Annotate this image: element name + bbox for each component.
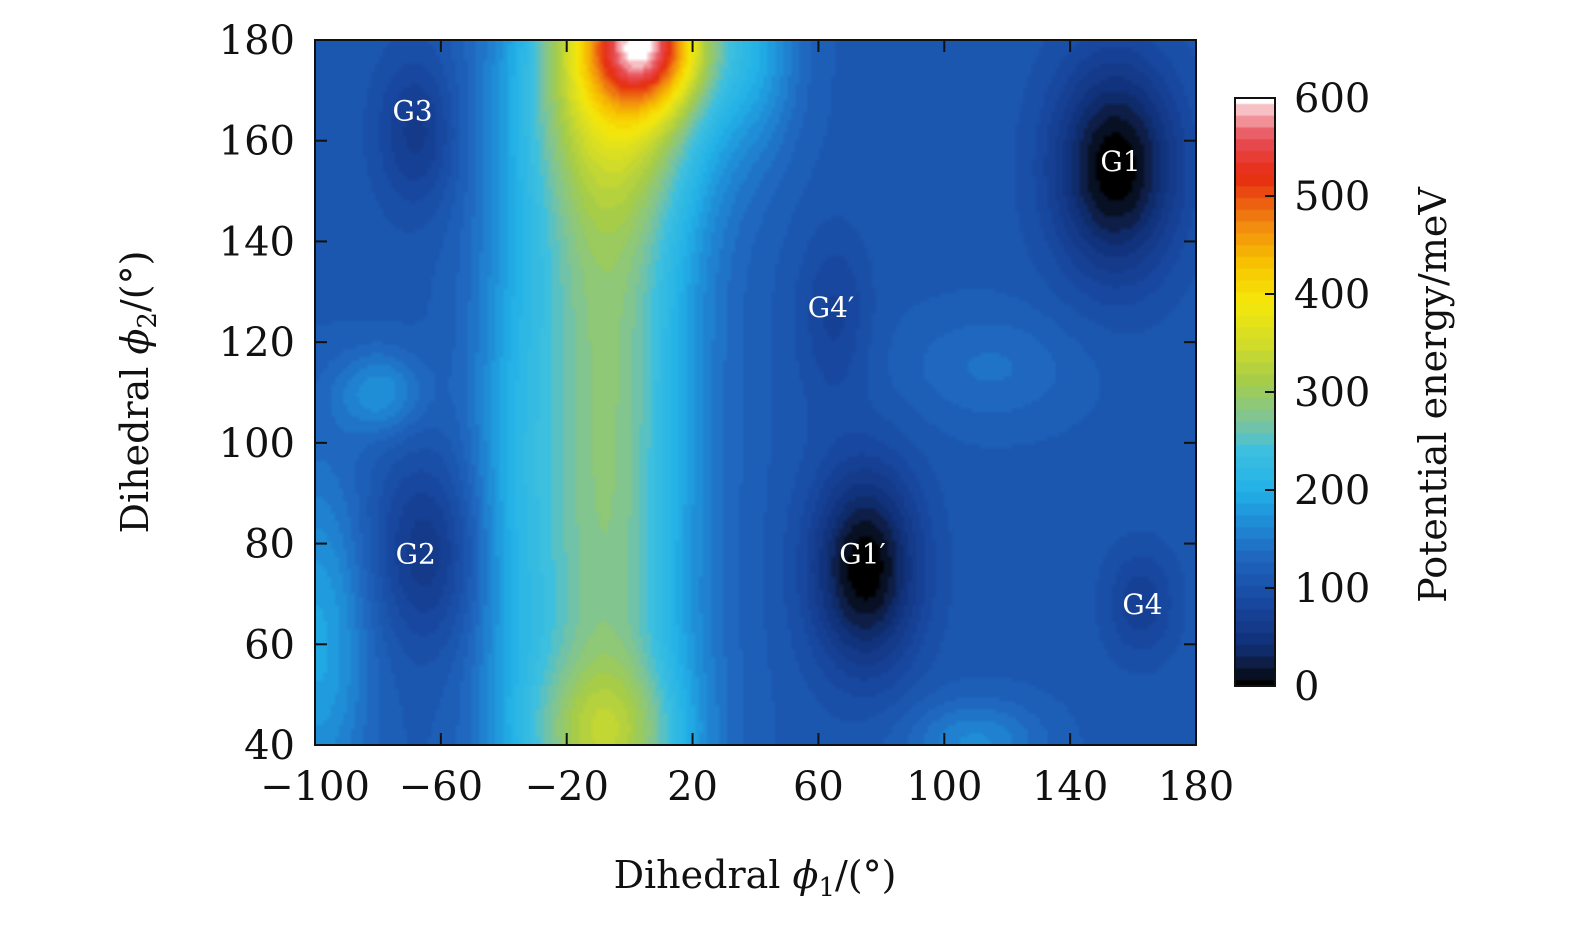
minima-annotations: G1 G1′ G2 G3 G4 G4′ bbox=[392, 95, 1162, 622]
colorbar-tick-label: 500 bbox=[1294, 174, 1370, 220]
y-tick-label: 80 bbox=[244, 522, 295, 568]
x-tick-label: −100 bbox=[260, 764, 370, 810]
x-tick-label: −60 bbox=[399, 764, 483, 810]
heatmap-image bbox=[315, 40, 1196, 745]
x-tick-label: 60 bbox=[793, 764, 844, 810]
colorbar-tick-label: 100 bbox=[1294, 566, 1370, 612]
y-axis-title: Dihedral ϕ2/(°) bbox=[113, 251, 163, 534]
x-axis-title: Dihedral ϕ1/(°) bbox=[614, 853, 897, 903]
colorbar-ticks: 0 100 200 300 400 500 600 bbox=[1265, 76, 1370, 710]
x-tick-label: 180 bbox=[1158, 764, 1234, 810]
x-tick-label: 100 bbox=[906, 764, 982, 810]
y-tick-label: 60 bbox=[244, 622, 295, 668]
minimum-label: G4′ bbox=[808, 291, 855, 324]
colorbar-label: Potential energy/meV bbox=[1411, 187, 1455, 603]
plot-frame bbox=[314, 39, 1197, 746]
x-tick-label: −20 bbox=[525, 764, 609, 810]
y-tick-label: 40 bbox=[244, 723, 295, 769]
colorbar-tick-label: 0 bbox=[1294, 664, 1319, 710]
y-tick-label: 120 bbox=[219, 320, 295, 366]
colorbar-tick-label: 600 bbox=[1294, 76, 1370, 122]
heatmap bbox=[314, 39, 1197, 746]
y-tick-label: 160 bbox=[219, 119, 295, 165]
minimum-label: G1′ bbox=[839, 538, 886, 571]
x-tick-label: 20 bbox=[667, 764, 718, 810]
minimum-label: G3 bbox=[392, 95, 432, 128]
colorbar-tick-label: 200 bbox=[1294, 468, 1370, 514]
y-tick-label: 180 bbox=[219, 18, 295, 64]
x-tick-label: 140 bbox=[1032, 764, 1108, 810]
minimum-label: G1 bbox=[1100, 145, 1140, 178]
colorbar-tick-label: 300 bbox=[1294, 370, 1370, 416]
y-axis-ticks: 40 60 80 100 120 140 160 180 bbox=[219, 18, 1196, 769]
colorbar: 0 100 200 300 400 500 600 Potential energy/meV bbox=[1234, 76, 1455, 710]
minimum-label: G4 bbox=[1122, 588, 1162, 621]
x-axis-ticks: −100 −60 −20 20 60 100 140 180 bbox=[260, 40, 1234, 810]
y-tick-label: 100 bbox=[219, 421, 295, 467]
colorbar-tick-label: 400 bbox=[1294, 272, 1370, 318]
y-tick-label: 140 bbox=[219, 219, 295, 265]
minimum-label: G2 bbox=[396, 538, 436, 571]
